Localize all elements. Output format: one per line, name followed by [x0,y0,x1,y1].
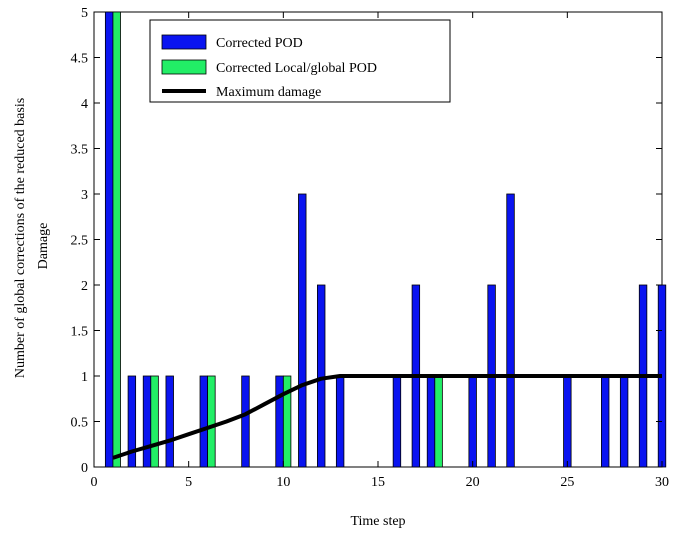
x-tick-label: 20 [466,475,480,490]
y-tick-label: 1 [81,370,88,385]
bar-corrected-pod [426,375,436,468]
y-tick-label: 3 [81,188,88,203]
y-tick-label: 2 [81,279,88,294]
x-tick-label: 30 [655,475,669,490]
bar-corrected-pod [468,375,477,468]
bar-corrected-local-global-pod [207,375,216,468]
bar-corrected-pod [392,375,402,468]
bar-corrected-pod [199,375,209,468]
legend-label: Maximum damage [216,85,321,100]
line-group [112,374,662,460]
bar-corrected-local-global-pod [112,11,121,468]
y-axis-label-secondary: Damage [36,223,51,270]
bar-corrected-pod [165,375,174,468]
x-tick-label: 10 [276,475,290,490]
bar-corrected-pod [298,193,307,468]
bar-corrected-pod [506,193,515,468]
x-tick-label: 15 [371,475,385,490]
bar-corrected-local-global-pod [434,375,443,468]
x-tick-label: 0 [91,475,98,490]
bar-corrected-pod [275,375,284,468]
x-axis-label: Time step [350,514,405,529]
bar-corrected-pod [104,11,114,468]
bar-corrected-pod [241,375,250,468]
bar-corrected-pod [335,375,345,468]
y-tick-label: 4 [81,97,88,112]
bar-corrected-pod [127,375,137,468]
legend-label: Corrected Local/global POD [216,61,377,76]
bar-corrected-pod [601,375,610,468]
y-tick-label: 3.5 [71,143,89,158]
y-tick-label: 0.5 [71,416,89,431]
x-tick-label: 5 [185,475,192,490]
legend: Corrected POD Corrected Local/global POD M… [149,19,451,103]
bar-corrected-local-global-pod [150,375,159,468]
y-tick-label: 2.5 [71,234,89,249]
axes: 0 5 10 15 20 25 30 0 0.5 1 1.5 2 2.5 3 3.5 4 4.5 5 [71,6,670,490]
x-tick-label: 25 [560,475,574,490]
line-maximum-damage [112,374,662,460]
legend-swatch [161,34,207,50]
bar-corrected-pod [619,375,629,468]
legend-swatch [161,59,207,75]
y-tick-label: 0 [81,461,88,476]
bar-corrected-pod [317,284,326,468]
y-tick-label: 1.5 [71,325,89,340]
y-tick-label: 4.5 [71,52,89,67]
bar-corrected-pod [142,375,152,468]
bar-corrected-local-global-pod [282,375,292,468]
y-axis-label: Number of global corrections of the redu… [13,98,28,378]
y-tick-label: 5 [81,6,88,21]
legend-label: Corrected POD [216,36,303,51]
bar-corrected-pod [563,375,572,468]
